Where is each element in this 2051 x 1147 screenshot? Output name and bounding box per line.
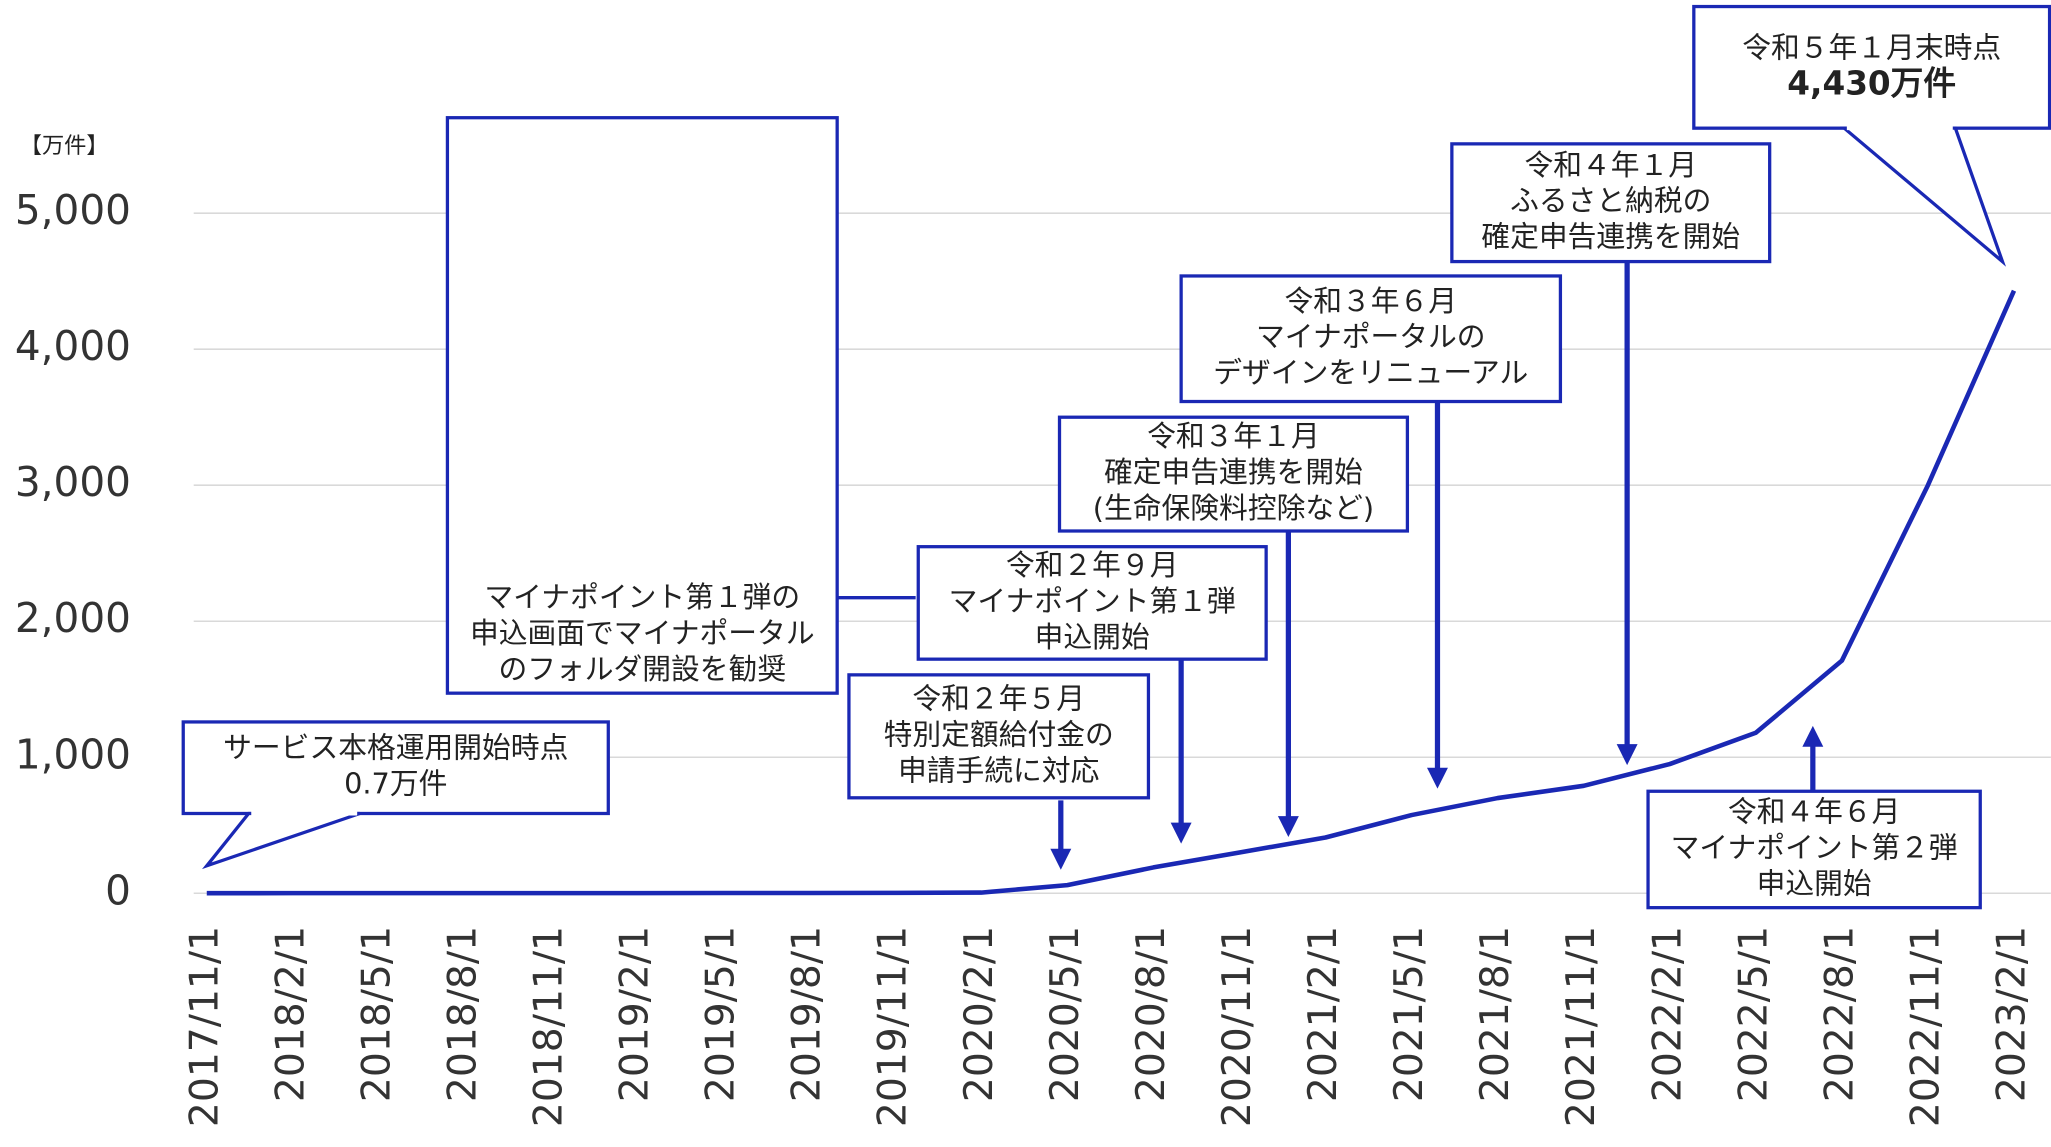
x-tick-label: 2021/8/1 xyxy=(1473,926,1518,1102)
x-tick-label: 2019/2/1 xyxy=(613,926,658,1102)
annotation-text: マイナポイント第２弾 xyxy=(1671,830,1958,864)
x-tick-label: 2021/11/1 xyxy=(1559,926,1604,1127)
annotation-text: マイナポイント第１弾 xyxy=(949,584,1236,618)
annotation-text: 令和４年６月 xyxy=(1728,794,1901,828)
annotation-text: 申請手続に対応 xyxy=(898,753,1099,787)
annotation-text: 申込画面でマイナポータル xyxy=(470,616,815,650)
callout-box xyxy=(1057,415,1410,533)
callout-box xyxy=(847,673,1151,800)
callout-box xyxy=(1179,274,1563,404)
y-tick-label: 4,000 xyxy=(15,322,131,370)
x-tick-label: 2019/5/1 xyxy=(699,926,744,1102)
callout-tail xyxy=(201,811,361,870)
annotation-text: マイナポータルの xyxy=(1256,320,1486,354)
annotation-text: のフォルダ開設を勧奨 xyxy=(498,652,786,686)
x-tick-label: 2020/5/1 xyxy=(1043,926,1088,1102)
annotation-text: 令和４年１月 xyxy=(1524,148,1697,182)
arrow-head xyxy=(1050,848,1072,870)
data-line xyxy=(206,289,2017,896)
annotation-text: 令和２年５月 xyxy=(912,681,1085,715)
x-tick-label: 2021/5/1 xyxy=(1387,926,1432,1102)
arrow-head xyxy=(1277,816,1299,838)
annotation-text: 特別定額給付金の xyxy=(884,717,1114,751)
annotation-text: 令和３年１月 xyxy=(1147,419,1320,453)
annotation-text: 令和２年９月 xyxy=(1006,548,1179,582)
arrow-head xyxy=(1170,822,1192,844)
annotation-text: 令和５年１月末時点 xyxy=(1742,30,2001,64)
annotation-text: マイナポイント第１弾の xyxy=(484,580,800,614)
x-tick-label: 2022/2/1 xyxy=(1645,926,1690,1102)
y-unit: 【万件】 xyxy=(20,133,109,159)
x-tick-label: 2019/11/1 xyxy=(871,926,916,1127)
x-tick-label: 2018/11/1 xyxy=(527,926,572,1127)
x-tick-label: 2017/11/1 xyxy=(182,926,227,1127)
annotation-text: 4,430万件 xyxy=(1787,64,1956,102)
annotation-text: ふるさと納税の xyxy=(1510,184,1711,218)
annotation-text: サービス本格運用開始時点 xyxy=(223,731,568,765)
callout-tail xyxy=(1839,126,2007,267)
annotation-text: 確定申告連携を開始 xyxy=(1104,455,1363,489)
arrow-head xyxy=(1802,725,1824,747)
annotation-text: 0.7万件 xyxy=(344,767,447,801)
annotation-text: デザインをリニューアル xyxy=(1213,356,1528,390)
arrow-head xyxy=(1427,767,1448,789)
callout-box xyxy=(181,720,610,816)
y-tick-label: 3,000 xyxy=(15,458,131,506)
arrow-head xyxy=(1616,744,1638,766)
x-tick-label: 2020/8/1 xyxy=(1129,926,1174,1102)
annotation-text: 申込開始 xyxy=(1035,620,1150,654)
x-tick-label: 2018/8/1 xyxy=(440,926,485,1102)
x-tick-label: 2022/11/1 xyxy=(1903,926,1948,1127)
x-tick-label: 2022/8/1 xyxy=(1817,926,1862,1102)
annotation-text: 令和３年６月 xyxy=(1284,284,1457,318)
annotation-text: (生命保険料控除など) xyxy=(1093,491,1374,525)
callout-box xyxy=(445,116,839,695)
x-tick-label: 2020/2/1 xyxy=(957,926,1002,1102)
x-tick-label: 2018/5/1 xyxy=(354,926,399,1102)
y-tick-label: 2,000 xyxy=(15,594,131,642)
y-tick-label: 5,000 xyxy=(15,186,131,234)
x-tick-label: 2020/11/1 xyxy=(1215,926,1260,1127)
annotation-text: 確定申告連携を開始 xyxy=(1481,220,1740,254)
x-tick-label: 2019/8/1 xyxy=(785,926,830,1102)
annotation-text: 申込開始 xyxy=(1757,866,1872,900)
callout-box xyxy=(1646,789,1982,910)
x-tick-label: 2021/2/1 xyxy=(1301,926,1346,1102)
callout-box xyxy=(916,545,1268,661)
x-tick-label: 2018/2/1 xyxy=(268,926,313,1102)
callout-box xyxy=(1450,142,1772,264)
x-tick-label: 2022/5/1 xyxy=(1731,926,1776,1102)
y-tick-label: 1,000 xyxy=(15,730,131,778)
y-tick-label: 0 xyxy=(105,866,131,914)
x-tick-label: 2023/2/1 xyxy=(1989,926,2034,1102)
